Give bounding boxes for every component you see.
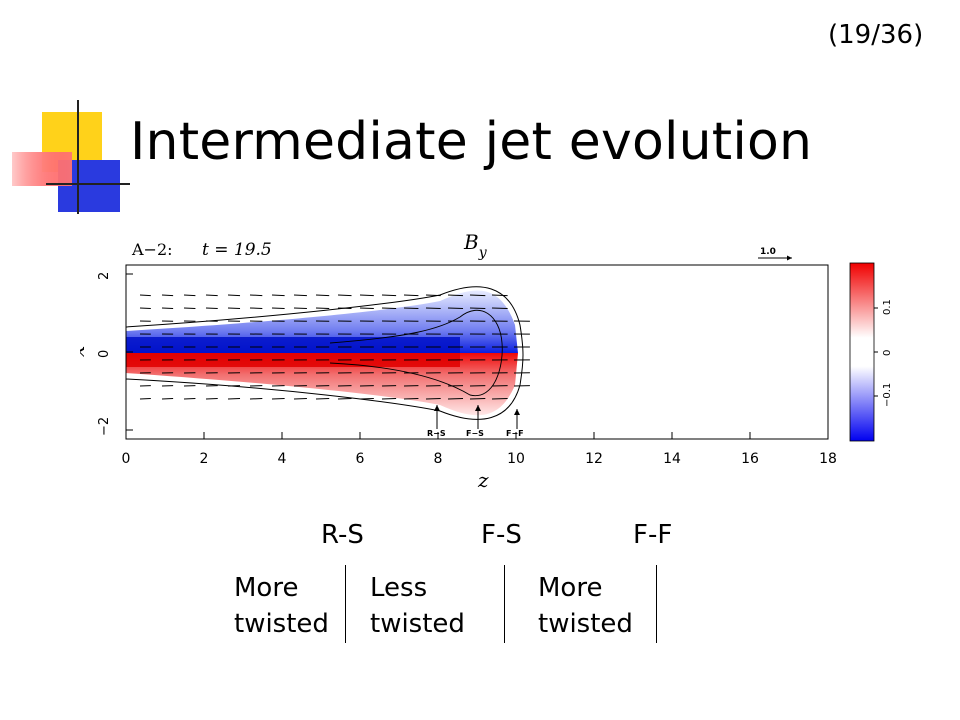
- vector-arrow: [271, 294, 285, 297]
- x-tick-label: 0: [122, 451, 131, 467]
- x-tick-label: 2: [200, 451, 209, 467]
- slide-title: Intermediate jet evolution: [130, 112, 813, 172]
- marker-fs: F−S: [466, 429, 484, 438]
- marker-ff: F−F: [506, 429, 524, 438]
- x-axis-label: z: [477, 468, 489, 492]
- colorbar-tick-zero: 0: [882, 350, 893, 356]
- simulation-figure: 0 2 4 6 8 10 12 14 16 18 20−2 A−2: t = 19.5 By 1.…: [80, 230, 893, 492]
- vector-scale-label: 1.0: [760, 247, 776, 257]
- vector-arrow: [183, 294, 196, 297]
- y-tick-label: −2: [97, 417, 112, 436]
- marker-rs: R−S: [427, 429, 446, 438]
- divider-3: [656, 565, 657, 643]
- x-tick-label: 6: [356, 451, 365, 467]
- colorbar-tick-high: 0.1: [882, 299, 893, 315]
- vector-scale-arrowhead: [787, 255, 792, 261]
- field-label: By: [463, 230, 488, 261]
- y-axis-label: x: [80, 346, 89, 357]
- description-fs: Less twisted: [370, 573, 465, 639]
- x-tick-label: 14: [663, 451, 681, 467]
- vector-arrow: [315, 294, 330, 297]
- marker-group: R−S F−S F−F: [427, 405, 524, 438]
- panel-label: A−2:: [131, 240, 173, 259]
- vector-arrow: [447, 294, 464, 297]
- vector-arrow: [491, 294, 508, 297]
- x-axis: 0 2 4 6 8 10 12 14 16 18: [122, 432, 837, 467]
- vector-arrow: [205, 294, 218, 297]
- x-tick-label: 16: [741, 451, 759, 467]
- time-label: t = 19.5: [202, 240, 272, 260]
- divider-2: [504, 565, 505, 643]
- vector-arrow: [359, 294, 374, 297]
- x-tick-label: 18: [819, 451, 837, 467]
- field-colormap: [126, 286, 530, 420]
- description-rs: More twisted: [234, 573, 329, 639]
- label-rs: R-S: [321, 520, 364, 550]
- x-tick-label: 10: [507, 451, 525, 467]
- x-tick-label: 8: [434, 451, 443, 467]
- vector-arrow: [161, 294, 174, 297]
- colorbar: [849, 262, 875, 442]
- page-number: (19/36): [828, 20, 924, 50]
- y-tick-label: 0: [97, 350, 112, 358]
- vector-arrow: [227, 294, 241, 297]
- description-ff: More twisted: [538, 573, 633, 639]
- x-tick-label: 4: [278, 451, 287, 467]
- y-tick-label: 2: [97, 272, 112, 280]
- y-axis: 2 0 −2: [97, 272, 133, 436]
- vector-arrow: [403, 294, 419, 297]
- vector-arrow: [139, 294, 151, 297]
- vector-arrow: [293, 294, 307, 297]
- label-ff: F-F: [633, 520, 673, 550]
- vector-arrow: [425, 294, 441, 297]
- divider-1: [345, 565, 346, 643]
- x-tick-label: 12: [585, 451, 603, 467]
- vector-arrow: [337, 294, 352, 297]
- label-fs: F-S: [481, 520, 522, 550]
- slide-decoration: [12, 100, 130, 214]
- vector-arrow: [381, 294, 397, 297]
- vector-arrow: [249, 294, 263, 297]
- colorbar-tick-low: −0.1: [882, 383, 893, 407]
- vector-arrow: [469, 294, 486, 297]
